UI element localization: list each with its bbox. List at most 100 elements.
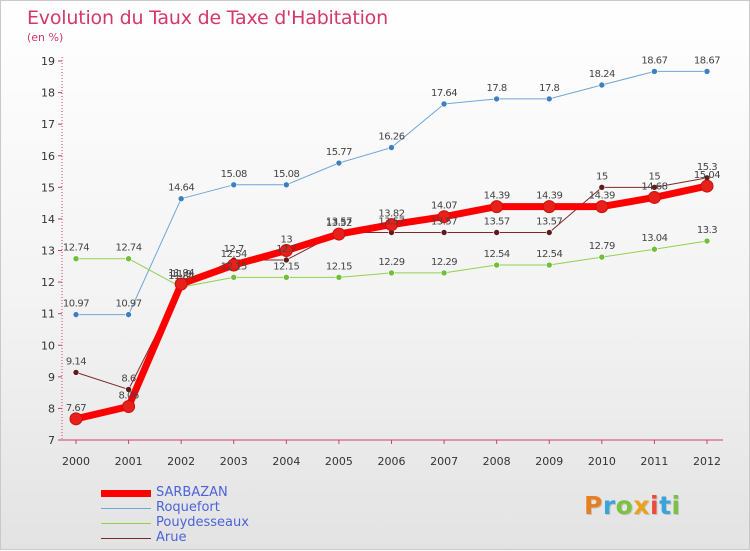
data-label-sarbazan: 13 (280, 235, 292, 246)
data-label-sarbazan: 15.04 (694, 170, 720, 181)
data-label-pouydesseaux: 12.74 (63, 243, 89, 254)
data-point-roquefort (440, 100, 448, 108)
data-point-roquefort (177, 195, 185, 203)
y-tick-label: 11 (41, 308, 55, 321)
x-tick-label: 2003 (220, 455, 248, 468)
data-point-arue (545, 229, 553, 236)
y-tick-label: 9 (48, 371, 55, 384)
data-point-arue (493, 229, 500, 236)
legend-swatch-pouydesseaux (101, 523, 151, 524)
data-point-sarbazan (227, 258, 241, 272)
y-tick-label: 13 (41, 245, 55, 258)
data-point-pouydesseaux (703, 237, 711, 245)
data-label-arue: 13.57 (378, 216, 404, 227)
data-point-pouydesseaux (388, 269, 395, 277)
data-point-sarbazan (122, 400, 136, 414)
data-label-pouydesseaux: 12.74 (116, 243, 142, 254)
chart-unit-label: (en %) (27, 31, 64, 44)
data-point-pouydesseaux (335, 274, 343, 281)
legend-label-roquefort: Roquefort (156, 500, 220, 515)
data-point-arue (125, 386, 132, 393)
logo-letter: x (633, 491, 650, 520)
data-point-sarbazan (279, 244, 293, 257)
data-label-roquefort: 16.26 (378, 132, 404, 143)
legend-label-pouydesseaux: Pouydesseaux (156, 515, 249, 530)
data-point-pouydesseaux (125, 255, 132, 263)
data-point-pouydesseaux (72, 255, 80, 263)
logo-letter: t (659, 491, 672, 520)
data-label-arue: 12.7 (276, 244, 296, 255)
data-point-sarbazan (385, 218, 398, 232)
logo-letter: P (584, 491, 603, 520)
data-label-pouydesseaux: 12.79 (589, 241, 615, 252)
data-label-sarbazan: 14.68 (641, 181, 667, 192)
logo-letter: r (602, 491, 616, 520)
chart-title: Evolution du Taux de Taxe d'Habitation (27, 7, 388, 29)
data-point-pouydesseaux (283, 274, 290, 281)
x-tick-label: 2004 (272, 455, 300, 468)
data-label-arue: 15 (596, 171, 608, 182)
data-point-pouydesseaux (598, 253, 606, 261)
data-point-roquefort (125, 311, 132, 318)
data-label-roquefort: 18.67 (641, 55, 667, 66)
data-label-pouydesseaux: 12.54 (536, 249, 562, 260)
data-point-roquefort (335, 159, 343, 167)
y-tick-label: 17 (41, 118, 55, 131)
data-label-roquefort: 10.97 (63, 299, 89, 310)
legend-label-arue: Arue (156, 530, 187, 545)
data-label-pouydesseaux: 13.3 (697, 225, 717, 236)
data-label-pouydesseaux: 11.84 (168, 271, 194, 282)
x-tick-label: 2001 (115, 455, 143, 468)
data-label-sarbazan: 13.82 (378, 209, 404, 220)
data-label-roquefort: 15.08 (221, 169, 247, 180)
data-label-sarbazan: 14.07 (431, 201, 457, 212)
x-tick-label: 2007 (430, 455, 458, 468)
data-label-sarbazan: 13.52 (326, 218, 352, 229)
data-label-arue: 13.57 (484, 216, 510, 227)
x-tick-label: 2012 (693, 455, 721, 468)
data-label-arue: 9.14 (66, 356, 86, 367)
data-label-roquefort: 10.97 (116, 299, 142, 310)
y-tick-label: 15 (41, 181, 55, 194)
data-label-pouydesseaux: 12.54 (484, 249, 510, 260)
data-point-roquefort (545, 95, 553, 103)
data-label-roquefort: 17.64 (431, 88, 457, 99)
data-label-sarbazan: 11.94 (168, 268, 194, 279)
legend-swatch-sarbazan (101, 490, 151, 497)
x-tick-label: 2006 (378, 455, 406, 468)
proxiti-logo: Proxiti (584, 491, 681, 520)
data-label-roquefort: 18.24 (589, 69, 615, 80)
data-label-sarbazan: 14.39 (484, 191, 510, 202)
data-point-arue (598, 184, 606, 191)
data-label-sarbazan: 12.54 (221, 249, 247, 260)
data-point-roquefort (651, 68, 658, 75)
data-label-arue: 13.57 (326, 216, 352, 227)
data-label-pouydesseaux: 12.29 (378, 257, 404, 268)
data-point-roquefort (598, 81, 606, 89)
data-label-roquefort: 18.67 (694, 55, 720, 66)
logo-letter: i (650, 491, 660, 520)
y-tick-label: 8 (48, 402, 55, 415)
data-point-roquefort (230, 181, 238, 189)
y-tick-label: 12 (41, 276, 55, 289)
data-point-sarbazan (174, 277, 188, 291)
data-label-pouydesseaux: 12.29 (431, 257, 457, 268)
data-point-roquefort (493, 95, 500, 103)
y-tick-label: 7 (48, 434, 55, 447)
data-point-sarbazan (542, 200, 556, 214)
data-point-pouydesseaux (651, 245, 658, 253)
y-tick-label: 14 (41, 213, 55, 226)
data-label-roquefort: 17.8 (539, 83, 559, 94)
data-label-sarbazan: 8.06 (118, 391, 138, 402)
data-label-roquefort: 15.77 (326, 147, 352, 158)
data-point-sarbazan (700, 179, 714, 193)
data-label-arue: 13.57 (536, 216, 562, 227)
data-point-sarbazan (69, 412, 83, 426)
data-point-sarbazan (437, 210, 451, 224)
data-point-roquefort (703, 68, 711, 75)
data-point-arue (651, 184, 658, 191)
data-point-pouydesseaux (493, 261, 500, 269)
data-label-arue: 15.3 (697, 162, 717, 173)
